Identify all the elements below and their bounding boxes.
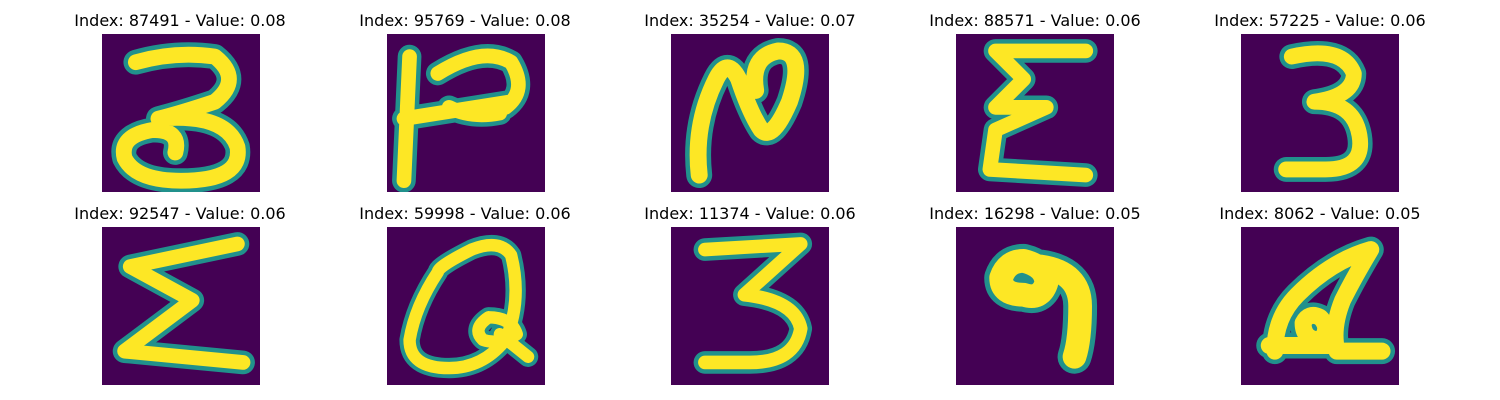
digit-image [387,34,545,192]
panel-title: Index: 11374 - Value: 0.06 [644,204,856,223]
digit-image [671,227,829,385]
digit-image [102,227,260,385]
digit-image [102,34,260,192]
panel-title: Index: 87491 - Value: 0.08 [74,11,286,30]
handwritten-glyph-image [956,34,1114,192]
handwritten-glyph-image [102,227,260,385]
digit-image [956,34,1114,192]
handwritten-glyph-image [671,227,829,385]
handwritten-glyph-image [1241,227,1399,385]
digit-image [671,34,829,192]
digit-image [1241,34,1399,192]
panel-title: Index: 59998 - Value: 0.06 [359,204,571,223]
panel-title: Index: 92547 - Value: 0.06 [74,204,286,223]
panel-title: Index: 35254 - Value: 0.07 [644,11,856,30]
handwritten-glyph-image [102,34,260,192]
handwritten-glyph-image [1241,34,1399,192]
panel-title: Index: 95769 - Value: 0.08 [359,11,571,30]
digit-image [1241,227,1399,385]
handwritten-glyph-image [387,227,545,385]
panel-title: Index: 57225 - Value: 0.06 [1214,11,1426,30]
handwritten-glyph-image [956,227,1114,385]
panel-title: Index: 88571 - Value: 0.06 [929,11,1141,30]
digit-image [387,227,545,385]
panel-title: Index: 16298 - Value: 0.05 [929,204,1141,223]
panel-title: Index: 8062 - Value: 0.05 [1219,204,1421,223]
handwritten-glyph-image [387,34,545,192]
handwritten-glyph-image [671,34,829,192]
digit-image [956,227,1114,385]
